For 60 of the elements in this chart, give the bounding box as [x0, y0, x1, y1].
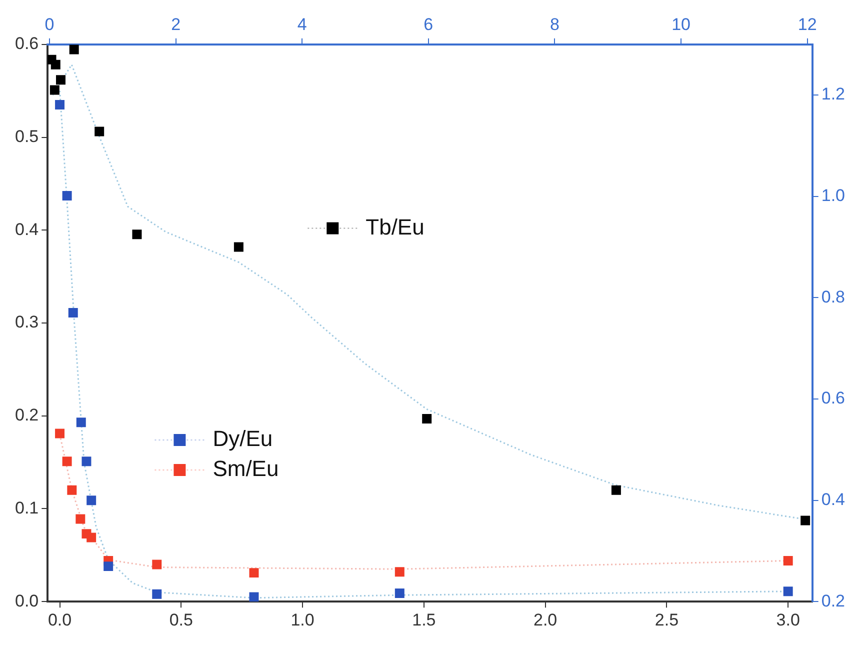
point: [76, 514, 86, 524]
x2-tick-label: 8: [550, 14, 560, 34]
legend-label: Dy/Eu: [212, 426, 273, 452]
point: [394, 567, 404, 577]
point: [69, 44, 79, 54]
x-tick-label: 2.5: [654, 610, 679, 630]
point: [611, 485, 621, 495]
x-tick-label: 0.5: [169, 610, 193, 630]
x-tick-label: 3.0: [776, 610, 800, 630]
point: [152, 560, 162, 570]
point: [56, 75, 66, 85]
y2-tick-label: 1.2: [821, 84, 846, 104]
point: [68, 308, 78, 318]
y2-tick-label: 0.4: [821, 490, 846, 509]
point: [86, 532, 96, 542]
point: [422, 414, 432, 424]
x-tick-label: 2.0: [533, 610, 558, 630]
y-tick-label: 0.5: [14, 126, 39, 146]
x-tick-label: 1.5: [412, 610, 436, 630]
point: [62, 191, 72, 201]
y-tick-label: 0.1: [14, 498, 39, 518]
x2-tick-label: 6: [424, 14, 434, 34]
point: [234, 242, 244, 252]
point: [55, 100, 65, 110]
point: [50, 60, 60, 70]
x2-tick-label: 2: [171, 14, 181, 34]
point: [86, 496, 96, 506]
point: [76, 418, 86, 428]
x-tick-label: 0.0: [48, 610, 72, 630]
point: [783, 586, 793, 596]
y2-tick-label: 0.6: [821, 388, 846, 408]
point: [104, 562, 114, 572]
point: [800, 516, 810, 526]
x2-tick-label: 4: [297, 14, 307, 34]
y-tick-label: 0.6: [14, 34, 39, 54]
x2-tick-label: 10: [672, 14, 690, 34]
x2-tick-label: 12: [798, 14, 817, 34]
x-tick-label: 1.0: [290, 610, 314, 630]
y-tick-label: 0.4: [14, 220, 39, 239]
point: [249, 568, 259, 578]
legend-label: Tb/Eu: [366, 214, 424, 240]
point: [82, 456, 92, 466]
point: [62, 456, 72, 466]
point: [94, 126, 104, 136]
y-tick-label: 0.3: [14, 312, 39, 332]
point: [394, 588, 404, 598]
point: [132, 230, 142, 240]
y-tick-label: 0.2: [14, 406, 39, 425]
point: [67, 485, 77, 495]
point: [55, 428, 65, 438]
x2-tick-label: 0: [44, 14, 54, 34]
point: [50, 85, 60, 95]
point: [249, 592, 259, 602]
legend-label: Sm/Eu: [212, 456, 279, 482]
y2-tick-label: 0.8: [821, 287, 846, 306]
point: [783, 556, 793, 566]
y-tick-label: 0.0: [14, 591, 39, 610]
point: [152, 589, 162, 599]
y2-tick-label: 1.0: [821, 186, 846, 206]
y2-tick-label: 0.2: [821, 591, 846, 610]
